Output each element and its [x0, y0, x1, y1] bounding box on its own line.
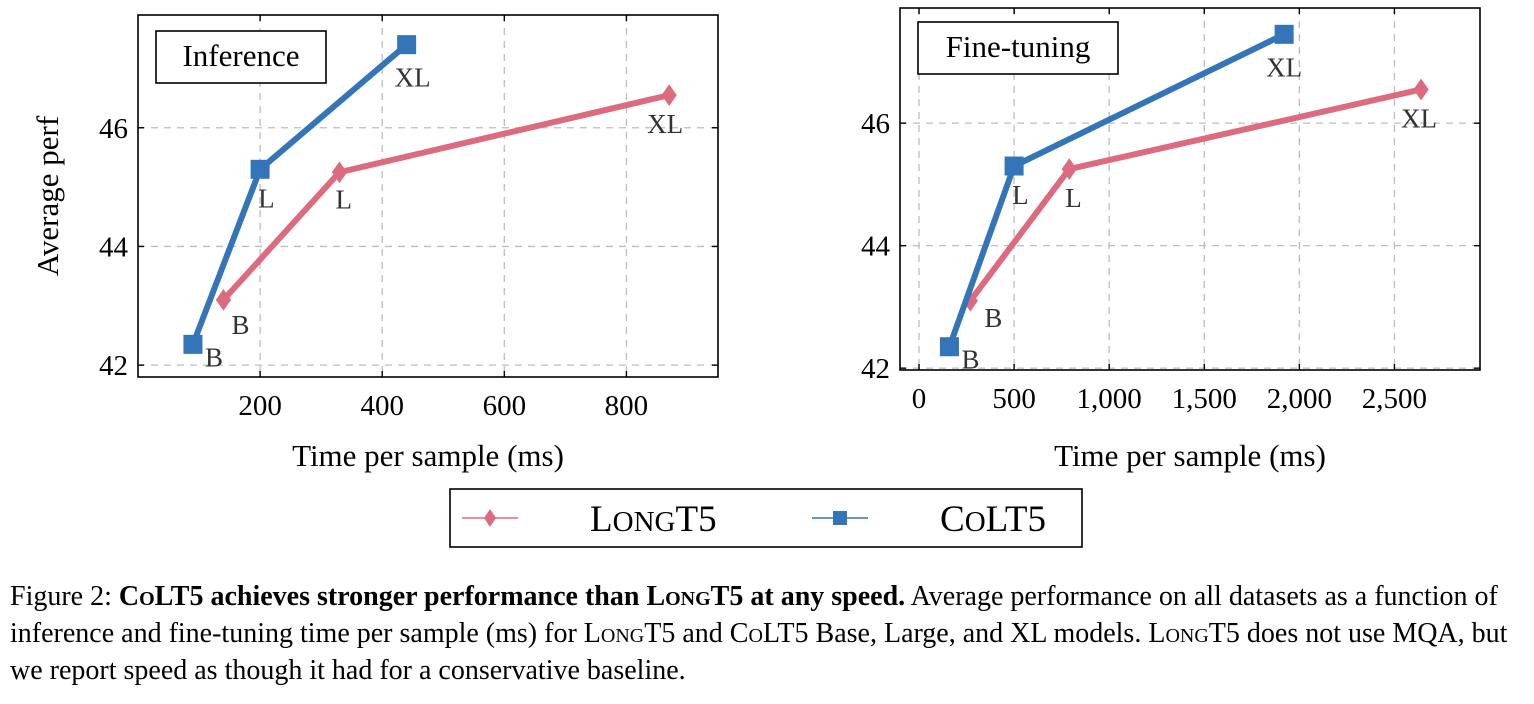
- caption-headline: CoLT5 achieves stronger performance than…: [119, 581, 905, 612]
- caption-headline-end: at any speed.: [743, 581, 906, 612]
- caption-body-3: Base, Large, and XL models.: [808, 618, 1149, 649]
- x-tick-label: 0: [912, 383, 927, 415]
- chart-panel-1: 200 400 600 800 42 44 46 Time per sample (ms) Av…: [30, 14, 719, 473]
- chart-panel-2: 0 500 1,000 1,500 2,000 2,500 42 44 46 Time per s…: [861, 7, 1481, 473]
- figure-caption: Figure 2: CoLT5 achieves stronger perfor…: [10, 578, 1526, 689]
- data-label: XL: [1266, 52, 1302, 82]
- data-point: [1004, 156, 1024, 176]
- y-tick-label: 46: [99, 113, 128, 145]
- legend-marker: [484, 509, 496, 527]
- plot-frame: [899, 7, 1481, 371]
- series-line-longt5: [967, 86, 1425, 304]
- series-line-longt5: [220, 92, 673, 303]
- data-point: [939, 337, 959, 357]
- data-point: [397, 35, 417, 55]
- chart-title: Fine-tuning: [946, 29, 1091, 64]
- y-axis-label: Average perf: [30, 115, 65, 276]
- x-axis-label: Time per sample (ms): [292, 438, 564, 473]
- data-label: XL: [647, 109, 683, 139]
- chart-title-box: [155, 30, 327, 84]
- caption-body-2: and: [675, 618, 730, 649]
- figure: 200 400 600 800 42 44 46 Time per sample (ms) Av…: [30, 7, 1481, 548]
- data-point: [183, 334, 203, 354]
- caption-headline-longt5: LongT5: [646, 581, 744, 612]
- data-point: [215, 288, 232, 311]
- data-label: B: [961, 345, 979, 375]
- x-tick-label: 800: [605, 390, 649, 422]
- data-point: [331, 161, 348, 184]
- legend-label: LONGT5: [590, 499, 717, 540]
- caption-headline-colt5: CoLT5: [118, 581, 204, 612]
- data-label: L: [258, 183, 275, 213]
- x-tick-label: 200: [238, 390, 282, 422]
- caption-headline-mid: achieves stronger performance than: [203, 581, 647, 612]
- x-tick-label: 400: [360, 390, 404, 422]
- legend: LONGT5 COLT5: [449, 488, 1083, 548]
- data-label: L: [1065, 183, 1082, 213]
- caption-body-longt5: LongT5: [583, 618, 676, 649]
- caption-body-4: does not use MQA, but we report speed as…: [10, 618, 1508, 686]
- plot-frame: [137, 14, 719, 378]
- y-tick-label: 42: [861, 353, 890, 385]
- data-label: XL: [1401, 103, 1437, 133]
- data-label: B: [231, 310, 249, 340]
- x-tick-label: 1,500: [1172, 383, 1237, 415]
- legend-marker: [833, 511, 847, 525]
- data-label: XL: [395, 63, 431, 93]
- x-tick-label: 2,000: [1267, 383, 1332, 415]
- x-tick-label: 600: [483, 390, 527, 422]
- x-tick-label: 1,000: [1077, 383, 1142, 415]
- data-point: [250, 159, 270, 179]
- x-tick-label: 2,500: [1362, 383, 1427, 415]
- caption-body-longt5-2: LongT5: [1148, 618, 1240, 649]
- data-label: B: [205, 342, 223, 372]
- data-label: L: [335, 184, 352, 214]
- chart-title-box: [917, 21, 1119, 75]
- caption-figure-label: Figure 2:: [10, 581, 112, 612]
- y-tick-label: 46: [861, 108, 890, 140]
- y-tick-label: 44: [99, 231, 129, 263]
- data-point: [661, 84, 677, 106]
- caption-body-1: Average performance on all datasets as a…: [10, 581, 1498, 649]
- data-label: B: [984, 303, 1002, 333]
- y-tick-label: 42: [99, 350, 128, 382]
- legend-label: COLT5: [940, 499, 1046, 540]
- data-point: [1413, 78, 1429, 101]
- chart-title: Inference: [182, 38, 299, 73]
- y-tick-label: 44: [861, 231, 891, 263]
- data-label: L: [1012, 180, 1029, 210]
- x-tick-label: 500: [992, 383, 1036, 415]
- data-point: [1061, 158, 1077, 180]
- series-line-colt5: [946, 31, 1288, 350]
- x-axis-label: Time per sample (ms): [1054, 438, 1326, 473]
- data-point: [1274, 24, 1294, 44]
- legend-box: [449, 488, 1083, 548]
- caption-body-colt5: CoLT5: [729, 618, 809, 649]
